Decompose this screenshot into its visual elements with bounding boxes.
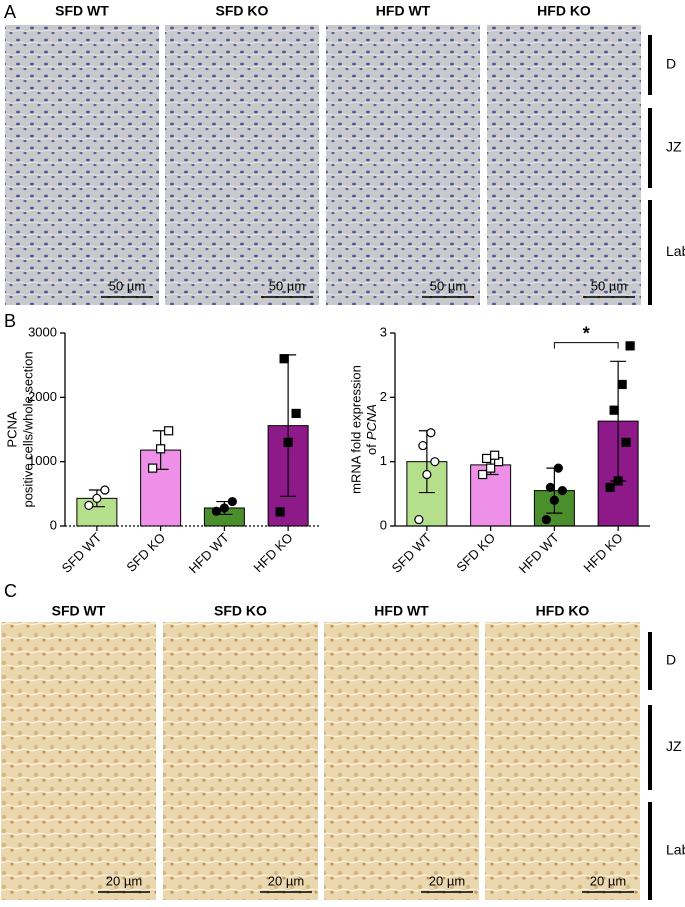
data-point: [621, 437, 631, 447]
y-axis-label: mRNA fold expression: [348, 365, 363, 494]
data-point: [430, 457, 440, 467]
data-point: [279, 354, 289, 364]
data-point: [609, 405, 619, 415]
x-tick-label: HFD WT: [186, 530, 232, 576]
panel-label: C: [4, 581, 17, 601]
y-axis-label: positive cells/whole section: [20, 351, 35, 507]
scale-bar-label: 20 µm: [268, 873, 304, 888]
y-tick-label: 1: [380, 453, 387, 468]
x-tick-label: SFD WT: [389, 530, 435, 576]
y-tick-label: 0: [50, 517, 57, 532]
data-point: [92, 493, 102, 503]
data-point: [275, 507, 285, 517]
data-point: [545, 482, 555, 492]
scale-bar-label: 20 µm: [429, 873, 465, 888]
y-axis-label: PCNA: [4, 411, 19, 447]
data-point: [625, 341, 635, 351]
data-point: [549, 495, 559, 505]
zone-label: JZ: [666, 738, 682, 754]
significance-label: *: [583, 323, 590, 343]
data-point: [227, 496, 237, 507]
data-point: [605, 482, 615, 492]
scale-bar-label: 50 µm: [430, 278, 466, 293]
data-point: [291, 408, 301, 419]
column-header: SFD KO: [214, 603, 267, 619]
data-point: [478, 469, 488, 480]
data-point: [164, 426, 174, 436]
x-tick-label: SFD KO: [123, 530, 168, 575]
data-point: [418, 440, 428, 451]
data-point: [486, 463, 496, 473]
zone-label: Lab: [666, 243, 685, 259]
y-tick-label: 0: [380, 517, 387, 532]
x-tick-label: SFD WT: [59, 530, 105, 576]
column-header: HFD KO: [536, 603, 590, 619]
x-tick-label: HFD WT: [516, 530, 562, 576]
y-tick-label: 3: [380, 324, 387, 339]
data-point: [148, 463, 158, 473]
x-tick-label: HFD KO: [580, 530, 625, 575]
micrograph: [324, 622, 479, 900]
y-tick-label: 2: [380, 389, 387, 404]
y-axis-label: of PCNA: [364, 404, 379, 455]
data-point: [617, 379, 627, 390]
data-point: [490, 450, 500, 460]
data-point: [414, 514, 424, 525]
micrograph: [163, 622, 318, 900]
y-tick-label: 1000: [28, 453, 57, 468]
panel-label: B: [4, 311, 16, 331]
column-header: SFD KO: [216, 3, 269, 19]
data-point: [482, 453, 492, 464]
scale-bar-label: 50 µm: [269, 278, 305, 293]
y-axis-label-part: of: [364, 444, 379, 455]
y-tick-label: 2000: [28, 389, 57, 404]
data-point: [84, 500, 94, 511]
y-tick-label: 3000: [28, 324, 57, 339]
zone-label: D: [666, 56, 676, 72]
column-header: HFD WT: [374, 603, 429, 619]
micrograph: [485, 622, 640, 900]
micrograph: [165, 25, 319, 305]
data-point: [557, 486, 567, 496]
scale-bar-label: 20 µm: [590, 873, 626, 888]
data-point: [553, 463, 563, 473]
zone-label: JZ: [666, 139, 682, 155]
data-point: [283, 437, 293, 447]
significance-bracket: [553, 342, 619, 349]
scale-bar-label: 20 µm: [106, 873, 142, 888]
column-header: HFD WT: [376, 3, 431, 19]
data-point: [211, 506, 221, 516]
column-header: HFD KO: [537, 3, 591, 19]
micrograph: [1, 622, 156, 900]
x-tick-label: SFD KO: [453, 530, 498, 575]
data-point: [422, 469, 432, 480]
data-point: [426, 428, 436, 438]
data-point: [541, 514, 551, 525]
micrograph: [487, 25, 641, 305]
data-point: [219, 503, 229, 513]
zone-label: Lab: [666, 842, 685, 858]
x-tick-label: HFD KO: [250, 530, 295, 575]
micrograph: [5, 25, 159, 305]
data-point: [100, 485, 110, 495]
scale-bar-label: 50 µm: [591, 278, 627, 293]
panel-label: A: [4, 2, 16, 22]
zone-label: D: [666, 652, 676, 668]
data-point: [156, 444, 166, 454]
column-header: SFD WT: [55, 3, 109, 19]
column-header: SFD WT: [52, 603, 106, 619]
y-axis-label-part: PCNA: [364, 404, 379, 440]
micrograph: [326, 25, 480, 305]
scale-bar-label: 50 µm: [109, 278, 145, 293]
data-point: [613, 476, 623, 486]
